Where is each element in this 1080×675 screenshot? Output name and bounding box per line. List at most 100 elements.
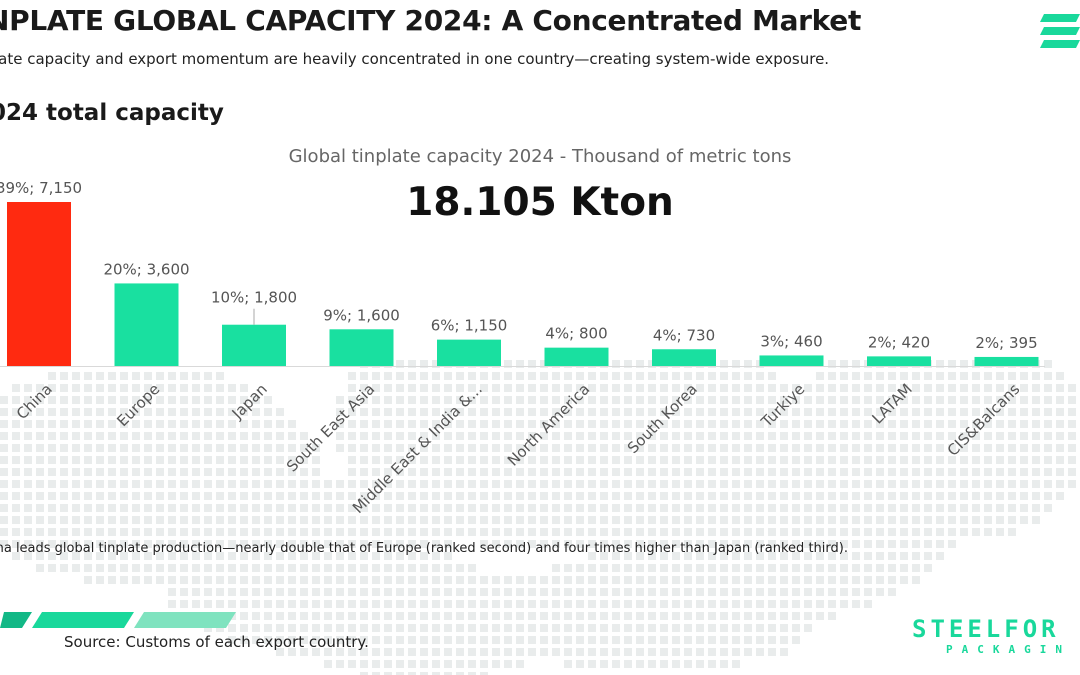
map-dot (708, 648, 716, 656)
map-dot (624, 396, 632, 404)
map-dot (696, 384, 704, 392)
map-dot (1032, 420, 1040, 428)
map-dot (540, 432, 548, 440)
map-dot (384, 624, 392, 632)
map-dot (348, 612, 356, 620)
map-dot (828, 588, 836, 596)
map-dot (660, 408, 668, 416)
map-dot (660, 420, 668, 428)
map-dot (972, 384, 980, 392)
map-dot (840, 372, 848, 380)
map-dot (744, 636, 752, 644)
map-dot (264, 444, 272, 452)
map-dot (684, 552, 692, 560)
map-dot (108, 444, 116, 452)
map-dot (828, 396, 836, 404)
map-dot (612, 600, 620, 608)
map-dot (732, 444, 740, 452)
map-dot (444, 468, 452, 476)
map-dot (468, 636, 476, 644)
map-dot (552, 384, 560, 392)
map-dot (276, 480, 284, 488)
map-dot (552, 612, 560, 620)
map-dot (504, 480, 512, 488)
map-dot (156, 468, 164, 476)
map-dot (540, 540, 548, 548)
map-dot (744, 420, 752, 428)
map-dot (576, 468, 584, 476)
map-dot (888, 516, 896, 524)
map-dot (432, 528, 440, 536)
map-dot (24, 528, 32, 536)
map-dot (192, 444, 200, 452)
map-dot (876, 384, 884, 392)
map-dot (624, 624, 632, 632)
map-dot (948, 432, 956, 440)
map-dot (864, 540, 872, 548)
map-dot (588, 648, 596, 656)
map-dot (360, 408, 368, 416)
map-dot (732, 504, 740, 512)
map-dot (720, 396, 728, 404)
map-dot (528, 624, 536, 632)
map-dot (924, 480, 932, 488)
map-dot (192, 564, 200, 572)
map-dot (744, 432, 752, 440)
map-dot (780, 420, 788, 428)
map-dot (672, 636, 680, 644)
map-dot (708, 564, 716, 572)
map-dot (360, 420, 368, 428)
map-dot (984, 408, 992, 416)
map-dot (636, 564, 644, 572)
map-dot (480, 420, 488, 428)
map-dot (228, 540, 236, 548)
map-dot (828, 372, 836, 380)
map-dot (804, 612, 812, 620)
map-dot (288, 444, 296, 452)
map-dot (360, 636, 368, 644)
map-dot (216, 600, 224, 608)
map-dot (720, 540, 728, 548)
map-dot (420, 600, 428, 608)
map-dot (240, 480, 248, 488)
map-dot (0, 516, 8, 524)
map-dot (336, 516, 344, 524)
map-dot (144, 432, 152, 440)
map-dot (912, 480, 920, 488)
map-dot (492, 660, 500, 668)
map-dot (396, 552, 404, 560)
map-dot (480, 516, 488, 524)
map-dot (540, 384, 548, 392)
map-dot (768, 576, 776, 584)
map-dot (180, 552, 188, 560)
map-dot (360, 552, 368, 560)
map-dot (456, 396, 464, 404)
map-dot (612, 612, 620, 620)
map-dot (888, 420, 896, 428)
map-dot (804, 480, 812, 488)
map-dot (120, 372, 128, 380)
map-dot (264, 540, 272, 548)
map-dot (456, 564, 464, 572)
map-dot (264, 552, 272, 560)
map-dot (12, 468, 20, 476)
map-dot (900, 516, 908, 524)
map-dot (780, 396, 788, 404)
map-dot (228, 444, 236, 452)
map-dot (348, 552, 356, 560)
map-dot (636, 576, 644, 584)
map-dot (744, 564, 752, 572)
map-dot (984, 480, 992, 488)
map-dot (684, 468, 692, 476)
map-dot (72, 492, 80, 500)
map-dot (708, 660, 716, 668)
map-dot (732, 408, 740, 416)
map-dot (1056, 456, 1064, 464)
map-dot (252, 480, 260, 488)
map-dot (612, 540, 620, 548)
map-dot (228, 600, 236, 608)
map-dot (396, 528, 404, 536)
map-dot (672, 480, 680, 488)
map-dot (336, 588, 344, 596)
